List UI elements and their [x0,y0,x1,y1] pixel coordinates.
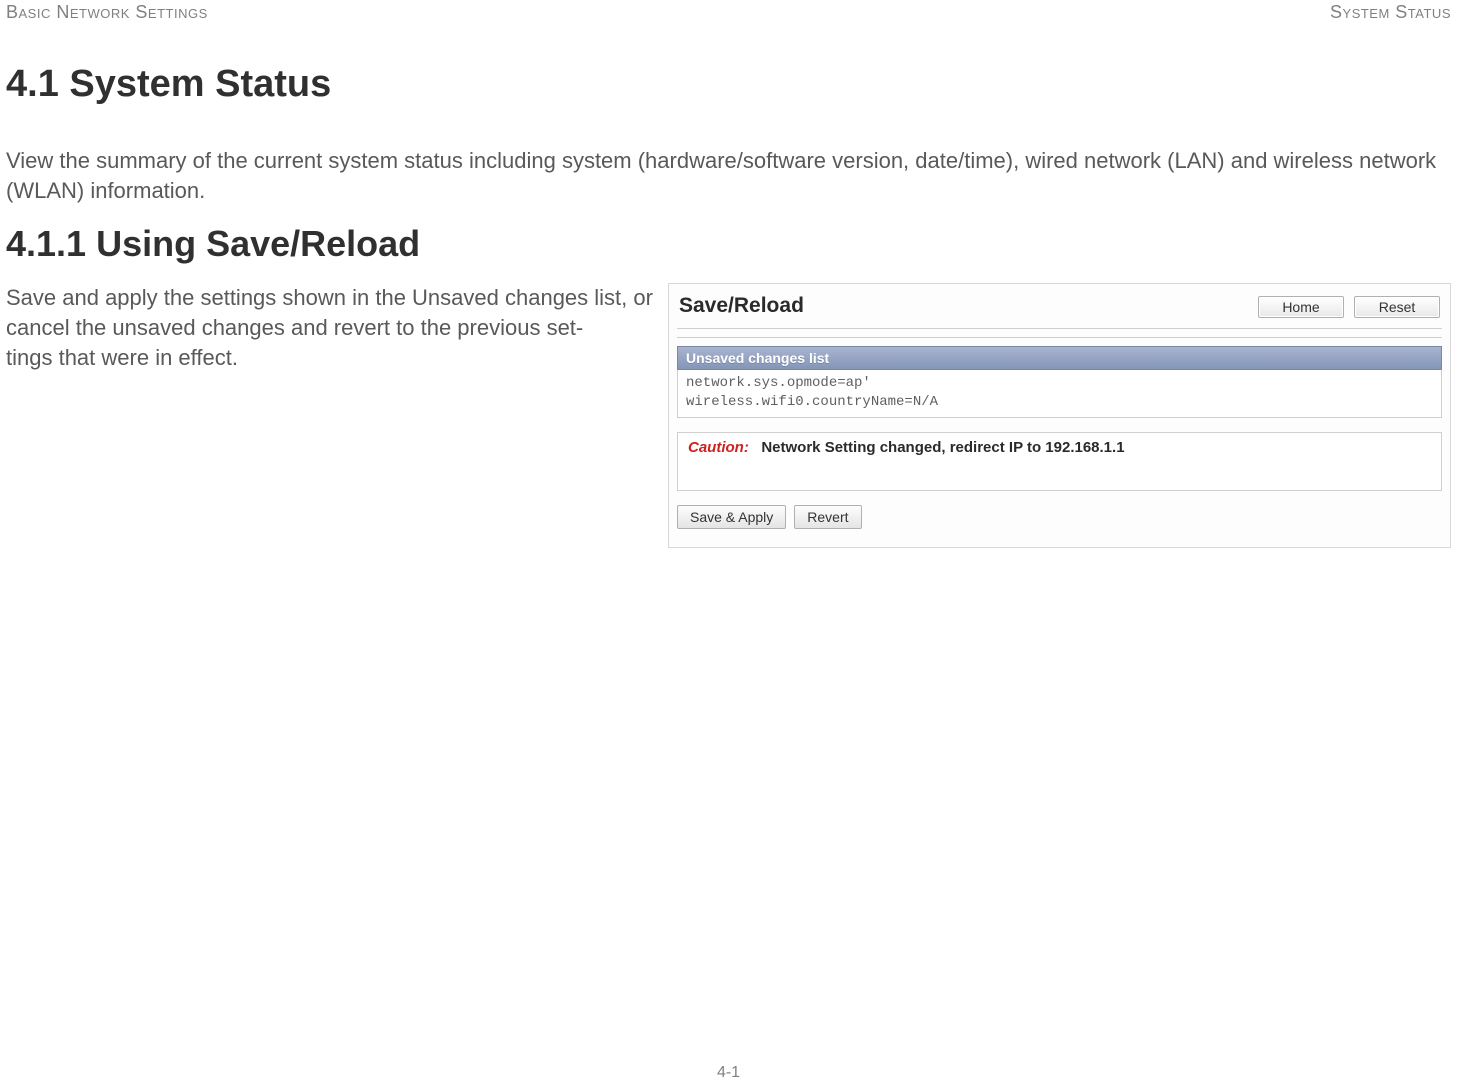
running-header-left: Basic Network Settings [6,2,208,23]
save-apply-button[interactable]: Save & Apply [677,505,786,529]
description-paragraph: Save and apply the settings shown in the… [6,283,656,372]
section-heading: 4.1 System Status [6,63,1451,106]
unsaved-changes-header: Unsaved changes list [677,346,1442,370]
divider [677,328,1442,329]
caution-box: Caution: Network Setting changed, redire… [677,432,1442,491]
home-button[interactable]: Home [1258,296,1344,318]
subsection-heading: 4.1.1 Using Save/Reload [6,223,1451,265]
reset-button[interactable]: Reset [1354,296,1440,318]
caution-text: Network Setting changed, redirect IP to … [761,439,1124,456]
revert-button[interactable]: Revert [794,505,861,529]
unsaved-changes-list: network.sys.opmode=ap' wireless.wifi0.co… [677,370,1442,417]
divider [677,337,1442,338]
intro-paragraph: View the summary of the current system s… [6,146,1446,205]
panel-title: Save/Reload [679,294,804,318]
running-header-right: System Status [1330,2,1451,23]
page-number: 4-1 [717,1064,740,1082]
save-reload-screenshot: Save/Reload Home Reset Unsaved changes l… [668,283,1451,547]
caution-label: Caution: [688,439,749,456]
